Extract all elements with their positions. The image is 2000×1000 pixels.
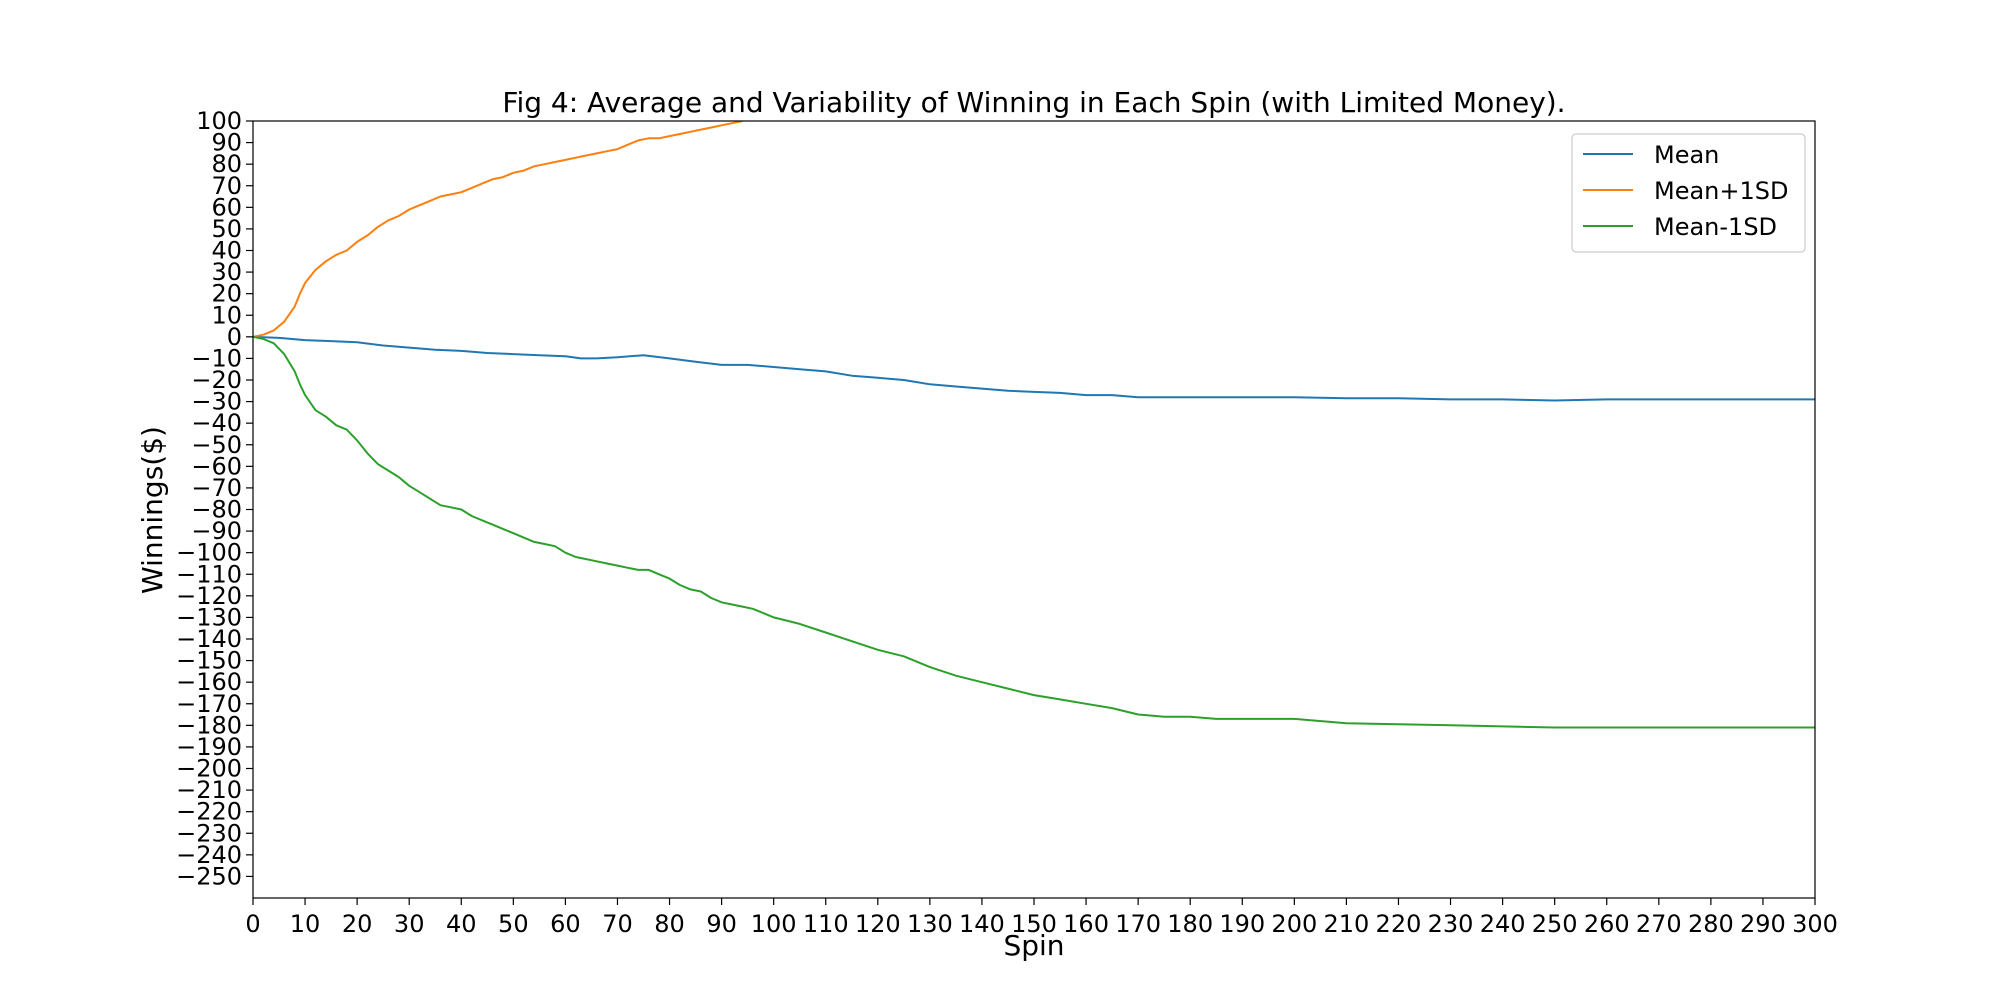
- x-tick-label: 220: [1376, 910, 1422, 938]
- y-tick-label: −70: [191, 474, 242, 502]
- x-tick-label: 250: [1532, 910, 1578, 938]
- y-tick-label: −200: [176, 755, 242, 783]
- chart-title: Fig 4: Average and Variability of Winnin…: [502, 86, 1565, 119]
- y-tick-label: −210: [176, 776, 242, 804]
- y-tick-label: 40: [211, 237, 242, 265]
- x-tick-label: 240: [1480, 910, 1526, 938]
- x-tick-label: 20: [342, 910, 373, 938]
- y-tick-label: 60: [211, 193, 242, 221]
- y-tick-label: −90: [191, 517, 242, 545]
- x-tick-label: 290: [1740, 910, 1786, 938]
- series-line-mean-1sd: [253, 335, 1815, 729]
- y-tick-label: −20: [191, 366, 242, 394]
- x-tick-label: 0: [245, 910, 260, 938]
- y-tick-label: −140: [176, 625, 242, 653]
- x-tick-label: 140: [959, 910, 1005, 938]
- x-axis-ticks: 0 10 20 30 40 50 60 70 80 90 100 110 120 130 140 150 160…: [245, 898, 1838, 938]
- x-tick-label: 280: [1688, 910, 1734, 938]
- x-tick-label: 270: [1636, 910, 1682, 938]
- y-tick-label: −50: [191, 431, 242, 459]
- plot-area: [253, 121, 1815, 729]
- x-tick-label: 300: [1792, 910, 1838, 938]
- y-tick-label: −110: [176, 560, 242, 588]
- y-tick-label: 20: [211, 280, 242, 308]
- y-tick-label: −10: [191, 344, 242, 372]
- x-tick-label: 180: [1167, 910, 1213, 938]
- y-tick-label: −60: [191, 452, 242, 480]
- y-tick-label: −170: [176, 690, 242, 718]
- y-tick-label: 0: [227, 323, 242, 351]
- x-tick-label: 10: [290, 910, 321, 938]
- x-axis-title: Spin: [1003, 929, 1064, 962]
- x-tick-label: 150: [1011, 910, 1057, 938]
- x-tick-label: 60: [550, 910, 581, 938]
- x-tick-label: 40: [446, 910, 477, 938]
- legend-label: Mean+1SD: [1654, 177, 1788, 205]
- x-tick-label: 80: [654, 910, 685, 938]
- x-tick-label: 170: [1115, 910, 1161, 938]
- y-tick-label: −240: [176, 841, 242, 869]
- y-tick-label: −40: [191, 409, 242, 437]
- x-tick-label: 110: [803, 910, 849, 938]
- y-tick-label: −150: [176, 647, 242, 675]
- x-tick-label: 90: [706, 910, 737, 938]
- y-tick-label: 50: [211, 215, 242, 243]
- x-tick-label: 30: [394, 910, 425, 938]
- y-tick-label: −190: [176, 733, 242, 761]
- x-tick-label: 50: [498, 910, 529, 938]
- legend: Mean Mean+1SD Mean-1SD: [1571, 133, 1806, 253]
- y-tick-label: −220: [176, 798, 242, 826]
- x-tick-label: 260: [1584, 910, 1630, 938]
- y-tick-label: 10: [211, 301, 242, 329]
- series-line-mean-1sd: [253, 121, 743, 338]
- y-tick-label: −30: [191, 388, 242, 416]
- y-axis-title: Winnings($): [136, 426, 169, 594]
- y-tick-label: 70: [211, 172, 242, 200]
- y-tick-label: 80: [211, 150, 242, 178]
- y-tick-label: −250: [176, 862, 242, 890]
- y-tick-label: −180: [176, 711, 242, 739]
- x-tick-label: 70: [602, 910, 633, 938]
- legend-label: Mean: [1654, 141, 1719, 169]
- x-tick-label: 100: [751, 910, 797, 938]
- y-tick-label: −120: [176, 582, 242, 610]
- x-tick-label: 230: [1428, 910, 1474, 938]
- x-tick-label: 200: [1271, 910, 1317, 938]
- x-tick-label: 130: [907, 910, 953, 938]
- y-tick-label: −130: [176, 603, 242, 631]
- y-axis-ticks: 1009080706050403020100−10−20−30−40−50−60…: [176, 107, 253, 890]
- y-tick-label: −230: [176, 819, 242, 847]
- x-tick-label: 120: [855, 910, 901, 938]
- series-line-mean: [253, 335, 1815, 402]
- legend-box: [1571, 133, 1806, 253]
- y-tick-label: 100: [196, 107, 242, 135]
- x-tick-label: 190: [1219, 910, 1265, 938]
- y-tick-label: 90: [211, 129, 242, 157]
- legend-label: Mean-1SD: [1654, 213, 1777, 241]
- y-tick-label: −160: [176, 668, 242, 696]
- y-tick-label: −80: [191, 496, 242, 524]
- y-tick-label: −100: [176, 539, 242, 567]
- x-tick-label: 160: [1063, 910, 1109, 938]
- x-tick-label: 210: [1323, 910, 1369, 938]
- y-tick-label: 30: [211, 258, 242, 286]
